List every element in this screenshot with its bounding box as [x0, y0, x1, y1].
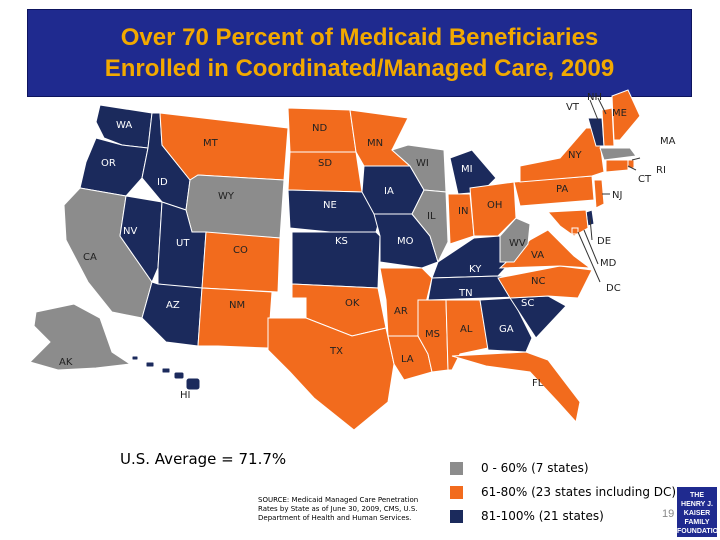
state-MD [546, 209, 589, 237]
label-CT: CT [638, 174, 652, 185]
label-NH: NH [587, 92, 602, 103]
label-AR: AR [394, 306, 408, 317]
state-ME [611, 89, 641, 141]
label-MA: MA [660, 136, 676, 147]
legend-item-81-100: 81-100% (21 states) [450, 509, 604, 523]
label-DC: DC [606, 283, 621, 294]
label-MS: MS [425, 329, 440, 340]
state-NV [119, 195, 163, 284]
page-number: 19 [662, 508, 675, 520]
state-GA [479, 297, 533, 353]
state-VA [498, 229, 592, 269]
label-VT: VT [566, 102, 579, 113]
label-MN: MN [367, 138, 384, 149]
state-NM [197, 287, 273, 349]
label-OR: OR [101, 158, 116, 169]
label-NV: NV [123, 226, 138, 237]
legend-item-0-60: 0 - 60% (7 states) [450, 461, 589, 475]
legend-swatch [450, 461, 463, 475]
label-TX: TX [330, 346, 343, 357]
state-AZ [141, 281, 203, 347]
label-IA: IA [384, 186, 394, 197]
label-SC: SC [521, 298, 535, 309]
label-NM: NM [229, 300, 246, 311]
label-OH: OH [487, 200, 503, 211]
title-banner: Over 70 Percent of Medicaid Beneficiarie… [27, 9, 692, 97]
label-OK: OK [345, 298, 360, 309]
label-AK: AK [59, 357, 73, 368]
label-MI: MI [461, 164, 473, 175]
label-NC: NC [531, 276, 546, 287]
label-VA: VA [531, 250, 545, 261]
state-NY [519, 127, 605, 183]
state-FL [451, 351, 581, 424]
legend-swatch [450, 509, 463, 523]
label-CA: CA [83, 252, 97, 263]
legend-label: 81-100% (21 states) [481, 509, 604, 523]
state-DC [571, 227, 579, 235]
label-MT: MT [203, 138, 218, 149]
label-MD: MD [600, 258, 617, 269]
label-SD: SD [318, 158, 333, 169]
label-KS: KS [335, 236, 348, 247]
label-PA: PA [556, 184, 569, 195]
label-IN: IN [458, 206, 469, 217]
label-WY: WY [218, 191, 234, 202]
label-NJ: NJ [612, 190, 623, 201]
source-note: SOURCE: Medicaid Managed Care Penetratio… [258, 496, 419, 522]
label-KY: KY [469, 264, 482, 275]
state-HI [131, 355, 201, 391]
state-OH [469, 181, 517, 237]
label-AL: AL [460, 324, 473, 335]
label-MO: MO [397, 236, 414, 247]
foundation-logo: THE HENRY J. KAISER FAMILY FOUNDATION [677, 487, 720, 537]
state-NJ [593, 179, 605, 209]
label-UT: UT [176, 238, 190, 249]
label-DE: DE [597, 236, 612, 247]
label-TN: TN [459, 288, 473, 299]
state-MA [599, 147, 637, 161]
state-WY [185, 174, 285, 239]
state-CO [201, 231, 281, 293]
state-AK [29, 303, 132, 371]
label-CO: CO [233, 245, 248, 256]
label-WI: WI [416, 158, 429, 169]
label-WV: WV [509, 238, 526, 249]
label-HI: HI [180, 390, 191, 401]
legend-label: 0 - 60% (7 states) [481, 461, 589, 475]
state-OR [79, 137, 149, 197]
label-IL: IL [427, 211, 436, 222]
label-GA: GA [499, 324, 514, 335]
label-NY: NY [568, 150, 582, 161]
us-average: U.S. Average = 71.7% [120, 450, 287, 468]
state-IN [447, 193, 475, 245]
state-WV [499, 217, 531, 263]
label-ID: ID [157, 177, 168, 188]
label-AZ: AZ [166, 300, 180, 311]
state-TX [267, 317, 395, 431]
label-RI: RI [656, 165, 666, 176]
state-KS [291, 231, 381, 289]
legend-swatch [450, 485, 463, 499]
state-NH [601, 107, 615, 147]
label-FL: FL [532, 378, 544, 389]
label-ND: ND [312, 123, 328, 134]
label-WA: WA [116, 120, 133, 131]
legend-label: 61-80% (23 states including DC) [481, 485, 677, 499]
label-ME: ME [612, 108, 627, 119]
title-line-2: Enrolled in Coordinated/Managed Care, 20… [104, 55, 615, 82]
title-line-1: Over 70 Percent of Medicaid Beneficiarie… [120, 24, 599, 51]
label-NE: NE [323, 200, 337, 211]
legend-item-61-80: 61-80% (23 states including DC) [450, 485, 676, 499]
state-CT [605, 159, 629, 173]
label-LA: LA [401, 354, 414, 365]
